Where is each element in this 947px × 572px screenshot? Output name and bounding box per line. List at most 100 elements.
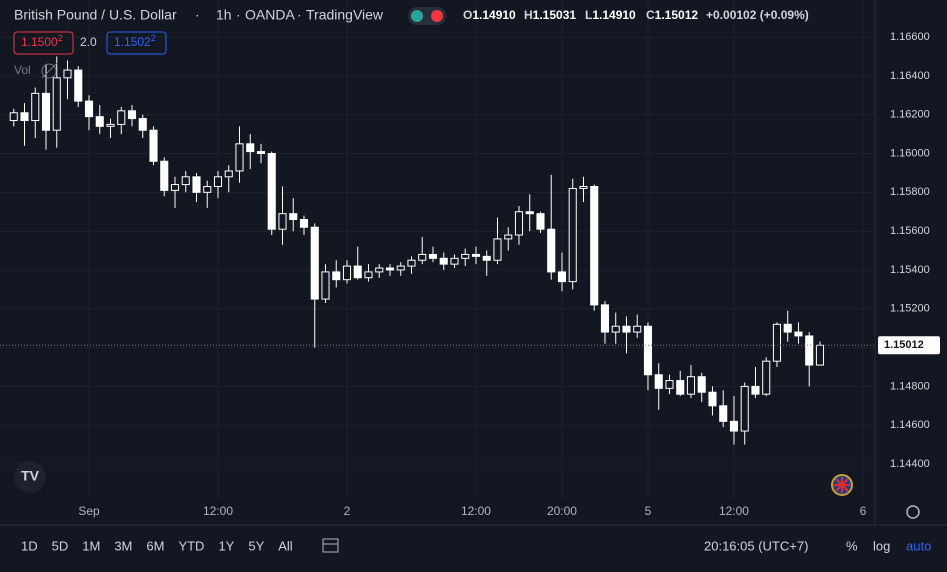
ohlc-value: 1.15012 [655, 8, 699, 22]
ask-box[interactable] [106, 31, 167, 55]
candle-body [665, 380, 674, 389]
candle-body [332, 271, 341, 281]
range-button[interactable]: 3M [114, 538, 132, 553]
candle-body [299, 219, 309, 228]
candle-body [525, 211, 534, 215]
candle-body [439, 257, 448, 265]
candle-body [676, 380, 685, 395]
candle-body [385, 267, 395, 271]
candle-body [783, 323, 792, 333]
candle-body [579, 186, 588, 189]
ohlc-label: C [646, 8, 655, 22]
candle-body [267, 153, 276, 230]
candle-body [63, 69, 72, 79]
candle-body [461, 253, 470, 259]
candle-body [740, 385, 749, 432]
y-tick-label: 1.15600 [890, 225, 930, 237]
candle-body [536, 213, 545, 230]
candle-body [407, 259, 416, 267]
x-tick-label: 12:00 [719, 504, 749, 518]
x-tick-label: 12:00 [461, 504, 491, 518]
exchange: OANDA [245, 7, 295, 23]
tv-logo[interactable] [14, 461, 46, 493]
range-button[interactable]: YTD [178, 538, 204, 553]
candle-body [149, 129, 158, 162]
candle-body [52, 77, 61, 131]
candle-body [762, 360, 771, 395]
candle-body [20, 112, 29, 122]
candle-body [568, 187, 577, 283]
settings-icon[interactable] [906, 505, 920, 519]
change: +0.00102 (+0.09%) [706, 8, 809, 22]
range-button[interactable]: 5Y [248, 538, 264, 553]
y-tick-label: 1.16600 [890, 31, 930, 43]
ohlc-label: H [524, 8, 533, 22]
candle-body [278, 213, 287, 230]
candle-body [203, 186, 212, 193]
ohlc-legend: O1.14910 H1.15031 L1.14910 C1.15012 [463, 8, 698, 22]
separator: · [195, 7, 200, 23]
y-tick-label: 1.15400 [890, 264, 930, 276]
status-dot [411, 10, 423, 22]
ohlc-label: L [585, 8, 592, 22]
y-tick-label: 1.15200 [890, 303, 930, 315]
last-price-label: 1.15012 [884, 339, 924, 351]
range-button[interactable]: All [278, 538, 293, 553]
percent-toggle[interactable]: % [846, 538, 858, 553]
candles [9, 56, 825, 445]
candle-body [95, 116, 104, 127]
range-button[interactable]: 1D [21, 538, 38, 553]
grid [0, 0, 875, 498]
volume-label: Vol [14, 63, 31, 77]
x-tick-label: 12:00 [203, 504, 233, 518]
tv-logo-mark: TV [21, 468, 40, 484]
clock: 20:16:05 (UTC+7) [704, 538, 808, 553]
candle-body [289, 213, 298, 221]
compare-icon[interactable] [322, 538, 339, 553]
candle-body [590, 186, 599, 306]
ohlc-item: O1.14910 [463, 8, 516, 22]
auto-toggle[interactable]: auto [906, 538, 931, 553]
y-tick-label: 1.15800 [890, 186, 930, 198]
candle-body [708, 391, 717, 407]
candle-body [450, 257, 459, 265]
bid-box[interactable] [13, 31, 74, 55]
x-tick-label: 20:00 [547, 504, 577, 518]
candle-body [729, 420, 739, 432]
x-tick-label: 6 [860, 504, 867, 518]
candle-body [106, 123, 115, 127]
range-button[interactable]: 1M [82, 538, 100, 553]
candle-body [471, 253, 481, 257]
candle-body [74, 69, 83, 102]
y-tick-label: 1.14400 [890, 458, 930, 470]
candle-body [235, 143, 244, 172]
hide-volume-icon[interactable] [41, 62, 58, 79]
candle-body [181, 176, 190, 186]
candle-body [321, 271, 330, 300]
ohlc-item: H1.15031 [524, 8, 576, 22]
candle-body [751, 385, 760, 395]
separator: · [236, 7, 241, 23]
candle-body [127, 110, 137, 120]
candle-body [557, 271, 567, 283]
y-tick-label: 1.14600 [890, 419, 930, 431]
candle-body [805, 335, 814, 366]
log-toggle[interactable]: log [873, 538, 890, 553]
y-tick-label: 1.14800 [890, 380, 930, 392]
range-button[interactable]: 5D [52, 538, 69, 553]
range-button[interactable]: 1Y [218, 538, 234, 553]
candle-body [514, 211, 524, 236]
bottom-toolbar: 1D 5D 1M 3M 6M YTD 1Y 5Y All [21, 538, 293, 553]
ask-price: 1.15022 [114, 33, 156, 49]
y-tick-label: 1.16000 [890, 147, 930, 159]
interval: 1h [216, 7, 232, 23]
candle-body [493, 238, 502, 261]
candle-body [213, 176, 223, 188]
range-button[interactable]: 6M [146, 538, 164, 553]
candle-body [643, 325, 653, 376]
candle-body [31, 92, 40, 122]
separator: · [297, 7, 302, 23]
candle-body [375, 267, 384, 273]
x-tick-label: Sep [78, 504, 100, 518]
